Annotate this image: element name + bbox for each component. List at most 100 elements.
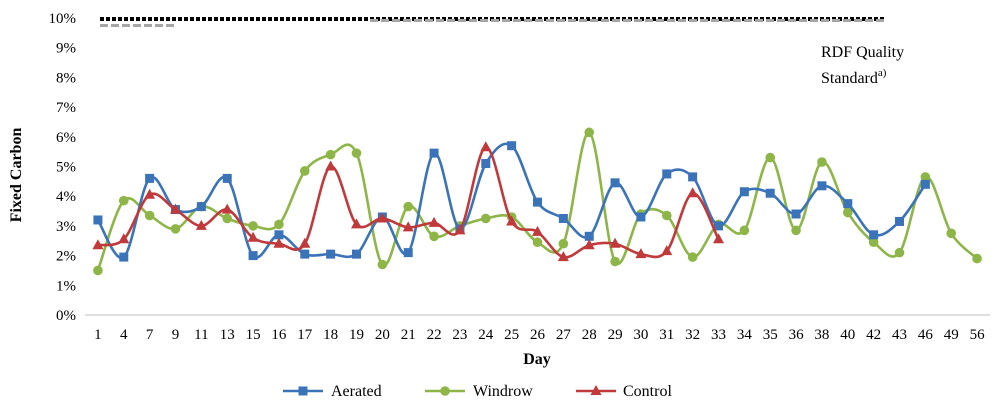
- data-point-control: [299, 237, 311, 248]
- data-point-aerated: [739, 187, 749, 197]
- data-point-control: [609, 237, 621, 248]
- data-point-windrow: [274, 219, 284, 230]
- data-point-aerated: [481, 159, 491, 169]
- x-axis-ticks: 1 4 7 9 11 13 15 16 17 18 19 20 21 22 23 24 25 26 27 28 29 30…: [94, 327, 985, 343]
- data-point-control: [92, 239, 104, 250]
- data-point-windrow: [894, 247, 905, 258]
- x-tick-label: 21: [401, 327, 416, 343]
- x-tick-label: 40: [840, 327, 855, 343]
- data-point-windrow: [739, 225, 750, 236]
- legend-label: Windrow: [473, 383, 533, 400]
- x-tick-label: 28: [582, 327, 597, 343]
- x-tick-label: 33: [711, 327, 726, 343]
- data-point-windrow: [222, 213, 233, 224]
- x-tick-label: 11: [194, 327, 208, 343]
- x-tick-label: 18: [323, 327, 338, 343]
- x-tick-label: 49: [944, 327, 959, 343]
- data-point-windrow: [248, 221, 258, 231]
- data-point-control: [635, 248, 647, 259]
- y-tick-label: 3%: [56, 219, 76, 235]
- data-point-control: [454, 224, 466, 235]
- data-point-windrow: [687, 252, 698, 262]
- data-point-windrow: [325, 149, 336, 160]
- x-tick-label: 30: [633, 327, 648, 343]
- data-point-aerated: [145, 173, 155, 183]
- data-point-windrow: [972, 253, 982, 264]
- legend-marker: [590, 385, 602, 395]
- y-tick-label: 5%: [56, 160, 76, 176]
- data-point-aerated: [636, 212, 646, 222]
- x-tick-label: 7: [146, 327, 154, 343]
- data-point-aerated: [610, 178, 620, 188]
- data-point-control: [376, 212, 388, 223]
- annotation-line2: Standarda): [821, 67, 887, 87]
- data-point-aerated: [791, 209, 801, 219]
- x-tick-label: 36: [789, 327, 805, 343]
- data-point-control: [532, 225, 543, 236]
- data-point-windrow: [584, 127, 595, 138]
- data-point-control: [506, 215, 518, 226]
- annotation-line2-text: Standard: [821, 70, 878, 87]
- data-point-aerated: [714, 221, 723, 231]
- data-point-aerated: [222, 173, 232, 183]
- data-point-control: [661, 245, 673, 256]
- y-tick-label: 9%: [56, 41, 76, 57]
- data-point-aerated: [533, 197, 542, 207]
- legend-label: Aerated: [331, 383, 382, 400]
- data-point-control: [583, 239, 595, 250]
- data-point-aerated: [248, 251, 258, 261]
- annotation-superscript: a): [878, 67, 887, 79]
- data-point-windrow: [765, 152, 776, 163]
- plot-area: [92, 127, 982, 276]
- y-tick-label: 8%: [56, 70, 76, 86]
- y-tick-label: 10%: [49, 11, 77, 27]
- legend-marker: [440, 386, 450, 396]
- legend-label: Control: [623, 383, 672, 400]
- data-point-windrow: [532, 237, 543, 248]
- data-point-control: [557, 251, 569, 262]
- data-point-aerated: [326, 249, 336, 259]
- data-point-control: [713, 233, 724, 244]
- rdf-annotation: RDF Quality Standarda): [821, 44, 904, 87]
- x-tick-label: 34: [737, 327, 753, 343]
- series-aerated: [93, 141, 930, 262]
- data-point-windrow: [558, 238, 569, 249]
- data-point-control: [118, 233, 130, 244]
- x-tick-label: 17: [297, 327, 313, 343]
- y-axis-ticks: 0% 1% 2% 3% 4% 5% 6% 7% 8% 9% 10%: [49, 11, 77, 324]
- data-point-control: [325, 160, 337, 171]
- data-point-windrow: [377, 259, 388, 270]
- x-tick-label: 29: [608, 327, 623, 343]
- x-tick-label: 32: [685, 327, 700, 343]
- x-tick-label: 1: [94, 327, 102, 343]
- data-point-windrow: [817, 157, 827, 167]
- legend-item-aerated: Aerated: [283, 383, 382, 400]
- x-tick-label: 56: [970, 327, 986, 343]
- data-point-aerated: [584, 231, 594, 241]
- data-point-aerated: [196, 202, 206, 212]
- data-point-aerated: [352, 249, 361, 259]
- data-point-control: [687, 187, 699, 198]
- x-axis-title: Day: [523, 351, 551, 368]
- x-tick-label: 27: [556, 327, 572, 343]
- data-point-aerated: [843, 199, 853, 209]
- data-point-windrow: [661, 210, 672, 221]
- data-point-windrow: [791, 225, 801, 236]
- x-tick-label: 43: [892, 327, 907, 343]
- x-tick-label: 13: [220, 327, 235, 343]
- data-point-aerated: [558, 213, 568, 223]
- x-tick-label: 19: [349, 327, 364, 343]
- data-point-windrow: [118, 195, 129, 206]
- data-point-aerated: [688, 172, 698, 182]
- x-tick-label: 26: [530, 327, 546, 343]
- data-point-aerated: [300, 249, 310, 259]
- data-point-windrow: [170, 224, 181, 234]
- series-line-aerated: [96, 142, 927, 260]
- data-point-control: [144, 188, 156, 199]
- x-tick-label: 24: [478, 327, 494, 343]
- y-tick-label: 7%: [56, 100, 76, 116]
- legend-marker: [298, 386, 308, 396]
- series-control: [92, 141, 724, 262]
- data-point-windrow: [144, 210, 155, 221]
- x-tick-label: 20: [375, 327, 390, 343]
